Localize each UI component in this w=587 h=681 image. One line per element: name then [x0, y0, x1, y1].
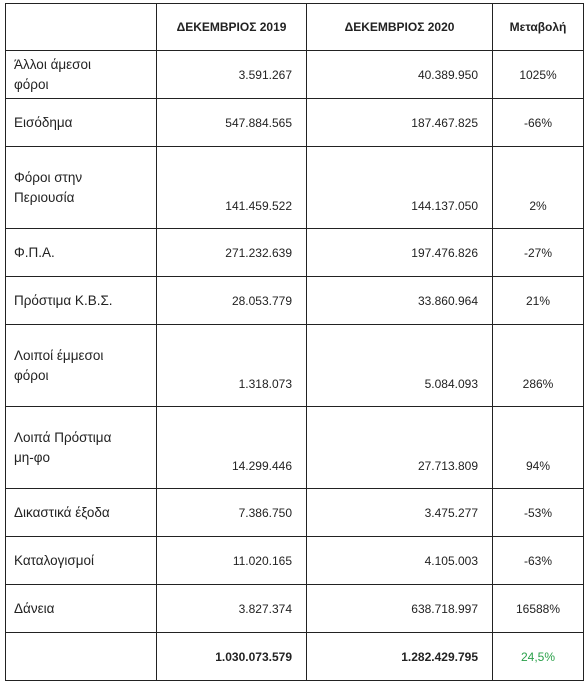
header-cell: Μεταβολή — [492, 3, 584, 51]
table-cell: Λοιπά Πρόστιμα μη-φο — [5, 406, 157, 489]
table-row: Λοιποί έμμεσοι φόροι 1.318.073 5.084.093 28… — [5, 324, 584, 407]
table-cell: 40.389.950 — [306, 50, 493, 99]
table-cell — [5, 632, 157, 681]
totals-row: 1.030.073.579 1.282.429.795 24,5% — [5, 632, 584, 681]
table-cell: 21% — [492, 276, 584, 325]
table-row: Λοιπά Πρόστιμα μη-φο 14.299.446 27.713.809… — [5, 406, 584, 489]
table-cell: Καταλογισμοί — [5, 536, 157, 585]
table-cell: -63% — [492, 536, 584, 585]
table-cell: Λοιποί έμμεσοι φόροι — [5, 324, 157, 407]
table-cell: 638.718.997 — [306, 584, 493, 633]
table-cell: 2% — [492, 146, 584, 229]
table-cell: 16588% — [492, 584, 584, 633]
table-cell: -27% — [492, 228, 584, 277]
table-cell: Άλλοι άμεσοι φόροι — [5, 50, 157, 99]
page: ΔΕΚΕΜΒΡΙΟΣ 2019 ΔΕΚΕΜΒΡΙΟΣ 2020 Μεταβολή… — [5, 3, 584, 681]
total-cell: 24,5% — [492, 632, 584, 681]
table-cell: 547.884.565 — [156, 98, 307, 147]
table-cell: 33.860.964 — [306, 276, 493, 325]
data-table: ΔΕΚΕΜΒΡΙΟΣ 2019 ΔΕΚΕΜΒΡΙΟΣ 2020 Μεταβολή… — [5, 3, 584, 681]
table-cell: 3.591.267 — [156, 50, 307, 99]
table-cell: Εισόδημα — [5, 98, 157, 147]
table-cell: Δικαστικά έξοδα — [5, 488, 157, 537]
header-row: ΔΕΚΕΜΒΡΙΟΣ 2019 ΔΕΚΕΜΒΡΙΟΣ 2020 Μεταβολή — [5, 3, 584, 51]
table-cell: 27.713.809 — [306, 406, 493, 489]
table-cell: 286% — [492, 324, 584, 407]
table-body: Άλλοι άμεσοι φόροι 3.591.267 40.389.950 102… — [5, 50, 584, 681]
table-cell: Δάνεια — [5, 584, 157, 633]
table-cell: 3.475.277 — [306, 488, 493, 537]
table-cell: Φόροι στην Περιουσία — [5, 146, 157, 229]
table-cell: 5.084.093 — [306, 324, 493, 407]
table-cell: 11.020.165 — [156, 536, 307, 585]
table-cell: 1.318.073 — [156, 324, 307, 407]
table-row: Άλλοι άμεσοι φόροι 3.591.267 40.389.950 102… — [5, 50, 584, 99]
table-row: Φ.Π.Α. 271.232.639 197.476.826 -27% — [5, 228, 584, 277]
table-cell: 7.386.750 — [156, 488, 307, 537]
header-cell: ΔΕΚΕΜΒΡΙΟΣ 2019 — [156, 3, 307, 51]
table-cell: -66% — [492, 98, 584, 147]
total-cell: 1.282.429.795 — [306, 632, 493, 681]
total-cell: 1.030.073.579 — [156, 632, 307, 681]
table-cell: Φ.Π.Α. — [5, 228, 157, 277]
table-cell: 14.299.446 — [156, 406, 307, 489]
table-cell: 1025% — [492, 50, 584, 99]
table-cell: 4.105.003 — [306, 536, 493, 585]
table-row: Εισόδημα 547.884.565 187.467.825 -66% — [5, 98, 584, 147]
table-cell: 271.232.639 — [156, 228, 307, 277]
table-cell: 94% — [492, 406, 584, 489]
table-row: Πρόστιμα Κ.Β.Σ. 28.053.779 33.860.964 21% — [5, 276, 584, 325]
table-row: Δικαστικά έξοδα 7.386.750 3.475.277 -53% — [5, 488, 584, 537]
table-row: Φόροι στην Περιουσία 141.459.522 144.137.0… — [5, 146, 584, 229]
table-cell: 197.476.826 — [306, 228, 493, 277]
header-cell — [5, 3, 157, 51]
table-cell: 28.053.779 — [156, 276, 307, 325]
table-cell: 187.467.825 — [306, 98, 493, 147]
table-cell: -53% — [492, 488, 584, 537]
header-cell: ΔΕΚΕΜΒΡΙΟΣ 2020 — [306, 3, 493, 51]
table-row: Καταλογισμοί 11.020.165 4.105.003 -63% — [5, 536, 584, 585]
table-cell: 144.137.050 — [306, 146, 493, 229]
table-row: Δάνεια 3.827.374 638.718.997 16588% — [5, 584, 584, 633]
table-cell: 141.459.522 — [156, 146, 307, 229]
table-cell: Πρόστιμα Κ.Β.Σ. — [5, 276, 157, 325]
table-cell: 3.827.374 — [156, 584, 307, 633]
